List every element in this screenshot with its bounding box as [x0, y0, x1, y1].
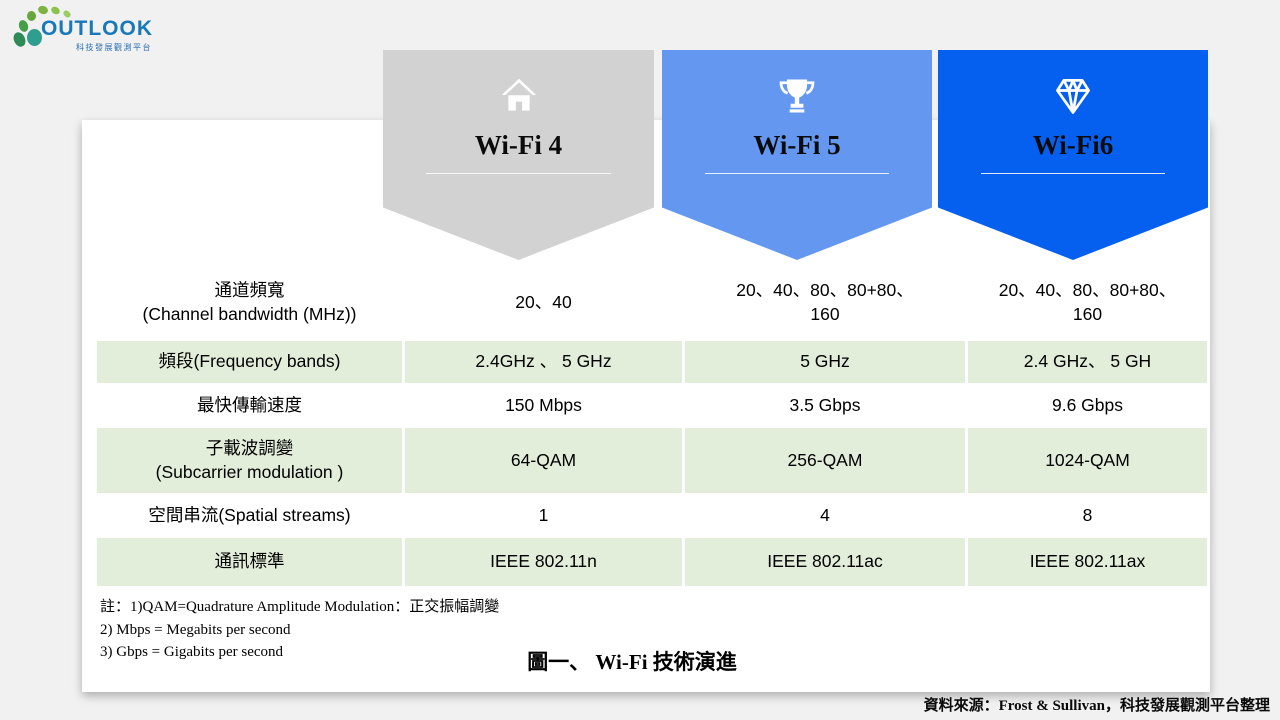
- cell-wifi4-speed: 150 Mbps: [505, 394, 582, 415]
- logo-dot: [17, 18, 30, 34]
- row-label-max-speed: 最快傳輸速度: [197, 394, 302, 415]
- footnote-gbps: 3) Gbps = Gigabits per second: [100, 644, 284, 660]
- cell-wifi4-streams: 1: [538, 504, 549, 525]
- footnotes: 註：1)QAM=Quadrature Amplitude Modulation：…: [100, 596, 720, 664]
- wifi5-banner: Wi-Fi 5: [662, 50, 932, 260]
- cell-wifi5-bandwidth: 20、40、80、80+80、 160: [736, 280, 914, 324]
- trophy-icon: [775, 74, 819, 118]
- logo-dot: [49, 5, 62, 16]
- wifi4-title: Wi-Fi 4: [474, 130, 563, 160]
- cell-wifi6-speed: 9.6 Gbps: [1051, 394, 1124, 415]
- cell-wifi6-modulation: 1024-QAM: [968, 428, 1207, 493]
- row-label-frequency-bands: 頻段(Frequency bands): [97, 341, 402, 383]
- logo-dot: [27, 29, 42, 46]
- logo-brand-text: OUTLOOK: [41, 17, 153, 40]
- cell-wifi6-bandwidth: 20、40、80、80+80、 160: [998, 280, 1177, 324]
- banner-underline: [981, 173, 1165, 174]
- diamond-icon: [1051, 74, 1095, 118]
- cell-wifi5-streams: 4: [820, 504, 830, 525]
- data-source: 資料來源：Frost & Sullivan，科技發展觀測平台整理: [923, 698, 1270, 714]
- outlook-logo: OUTLOOK 科技發展觀測平台: [11, 4, 164, 56]
- cell-wifi4-frequency: 2.4GHz 、 5 GHz: [405, 341, 682, 383]
- banner-underline: [426, 173, 611, 174]
- row-label-spatial-streams: 空間串流(Spatial streams): [148, 504, 351, 525]
- row-label-channel-bandwidth: 通道頻寬 (Channel bandwidth (MHz)): [142, 280, 357, 324]
- cell-wifi4-bandwidth: 20、40: [515, 292, 572, 313]
- wifi6-title: Wi-Fi6: [1032, 130, 1114, 160]
- cell-wifi5-speed: 3.5 Gbps: [789, 394, 861, 415]
- banner-underline: [705, 173, 889, 174]
- row-label-subcarrier-modulation: 子載波調變 (Subcarrier modulation ): [97, 428, 402, 493]
- wifi6-banner: Wi-Fi6: [938, 50, 1208, 260]
- cell-wifi4-modulation: 64-QAM: [405, 428, 682, 493]
- cell-wifi5-standard: IEEE 802.11ac: [685, 538, 965, 586]
- logo-dot: [27, 11, 36, 21]
- logo-tagline: 科技發展觀測平台: [76, 43, 152, 52]
- logo-dot: [37, 4, 49, 16]
- footnote-mbps: 2) Mbps = Megabits per second: [100, 621, 291, 638]
- wifi-comparison-table: 通道頻寬 (Channel bandwidth (MHz)) 20、40 20、…: [97, 265, 1207, 586]
- cell-wifi6-frequency: 2.4 GHz、 5 GH: [968, 341, 1207, 383]
- logo-dot: [11, 30, 28, 49]
- home-icon: [497, 74, 541, 118]
- cell-wifi5-modulation: 256-QAM: [685, 428, 965, 493]
- cell-wifi6-streams: 8: [1082, 504, 1093, 525]
- figure-caption: 圖一、 Wi-Fi 技術演進: [527, 650, 737, 674]
- wifi5-title: Wi-Fi 5: [753, 130, 841, 160]
- footnote-qam: 註：1)QAM=Quadrature Amplitude Modulation：…: [100, 599, 500, 615]
- cell-wifi6-standard: IEEE 802.11ax: [968, 538, 1207, 586]
- cell-wifi5-frequency: 5 GHz: [685, 341, 965, 383]
- row-label-standard: 通訊標準: [97, 538, 402, 586]
- cell-wifi4-standard: IEEE 802.11n: [405, 538, 682, 586]
